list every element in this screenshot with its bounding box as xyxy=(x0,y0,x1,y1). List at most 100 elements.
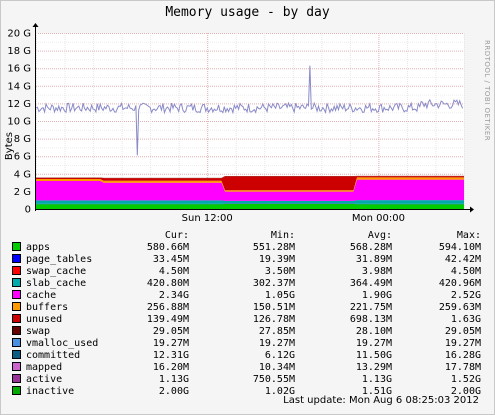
legend-min-value: 750.55M xyxy=(252,374,295,385)
legend-max-value: 19.27M xyxy=(444,338,481,349)
area-unused xyxy=(36,176,464,191)
legend-max-value: 2.52G xyxy=(450,290,481,301)
x-tick-label: Mon 00:00 xyxy=(352,213,405,224)
legend-max-value: 42.42M xyxy=(444,254,481,265)
area-slab-cache xyxy=(36,200,464,204)
legend-avg-value: 13.29M xyxy=(355,362,392,373)
legend-avg-value: 3.98M xyxy=(361,266,392,277)
legend-swatch xyxy=(12,314,21,323)
legend-swatch xyxy=(12,386,21,395)
legend-row-unused: unused 139.49M 126.78M 698.13M 1.63G xyxy=(10,314,485,326)
legend-avg-value: 221.75M xyxy=(349,302,392,313)
line-series xyxy=(35,65,464,156)
y-tick-label: 18 G xyxy=(7,46,31,57)
legend-cur-value: 2.00G xyxy=(158,386,189,397)
legend-min-value: 19.39M xyxy=(258,254,295,265)
rrdtool-watermark: RRDTOOL / TOBI OETIKER xyxy=(483,40,491,142)
legend-label: inactive xyxy=(26,386,75,397)
last-update-text: Last update: Mon Aug 6 08:25:03 2012 xyxy=(283,395,479,406)
x-tick-labels: Sun 12:00 Mon 00:00 xyxy=(182,213,405,224)
area-apps xyxy=(36,203,464,209)
legend-swatch xyxy=(12,350,21,359)
area-cache xyxy=(36,179,464,201)
x-axis-arrow xyxy=(470,206,474,213)
legend-max-value: 16.28G xyxy=(444,350,481,361)
legend-cur-value: 33.45M xyxy=(152,254,189,265)
legend-min-value: 10.34M xyxy=(258,362,295,373)
chart-title: Memory usage - by day xyxy=(165,5,330,20)
memory-chart: 0 2 G 4 G 6 G 8 G 10 G 12 G 14 G 16 G 18 G 20 G Su… xyxy=(7,23,474,224)
legend-cur-value: 1.13G xyxy=(158,374,189,385)
legend-cur-value: 16.20M xyxy=(152,362,189,373)
legend-cur-value: 256.88M xyxy=(146,302,189,313)
legend-row-swap-cache: swap_cache 4.50M 3.50M 3.98M 4.50M xyxy=(10,266,485,278)
legend-avg-value: 1.90G xyxy=(361,290,392,301)
legend-header-avg: Avg: xyxy=(367,230,392,241)
legend-header: Cur: Min: Avg: Max: xyxy=(10,230,485,242)
legend-swatch xyxy=(12,338,21,347)
legend-label: slab_cache xyxy=(26,278,87,289)
legend-table: Cur: Min: Avg: Max: apps 580.66M 551.28M 56… xyxy=(10,230,485,398)
legend-max-value: 1.52G xyxy=(450,374,481,385)
legend-cur-value: 29.05M xyxy=(152,326,189,337)
legend-row-apps: apps 580.66M 551.28M 568.28M 594.10M xyxy=(10,242,485,254)
axes xyxy=(32,23,474,213)
legend-max-value: 4.50M xyxy=(450,266,481,277)
legend-swatch xyxy=(12,302,21,311)
legend-max-value: 594.10M xyxy=(438,242,481,253)
legend-row-buffers: buffers 256.88M 150.51M 221.75M 259.63M xyxy=(10,302,485,314)
legend-cur-value: 580.66M xyxy=(146,242,189,253)
legend-header-min: Min: xyxy=(270,230,295,241)
legend-cur-value: 139.49M xyxy=(146,314,189,325)
legend-label: mapped xyxy=(26,362,63,373)
legend-header-cur: Cur: xyxy=(164,230,189,241)
legend-avg-value: 11.50G xyxy=(355,350,392,361)
area-buffers xyxy=(36,177,464,192)
legend-min-value: 1.02G xyxy=(264,386,295,397)
legend-swatch xyxy=(12,290,21,299)
legend-row-page-tables: page_tables 33.45M 19.39M 31.89M 42.42M xyxy=(10,254,485,266)
legend-label: vmalloc_used xyxy=(26,338,99,349)
legend-max-value: 2.00G xyxy=(450,386,481,397)
legend-cur-value: 2.34G xyxy=(158,290,189,301)
legend-min-value: 3.50M xyxy=(264,266,295,277)
legend-min-value: 1.05G xyxy=(264,290,295,301)
legend-cur-value: 12.31G xyxy=(152,350,189,361)
legend-row-committed: committed 12.31G 6.12G 11.50G 16.28G xyxy=(10,350,485,362)
legend-cur-value: 4.50M xyxy=(158,266,189,277)
legend-cur-value: 19.27M xyxy=(152,338,189,349)
y-tick-label: 0 xyxy=(25,205,31,216)
legend-label: committed xyxy=(26,350,81,361)
legend-avg-value: 568.28M xyxy=(349,242,392,253)
legend-min-value: 126.78M xyxy=(252,314,295,325)
legend-min-value: 27.85M xyxy=(258,326,295,337)
y-tick-label: 6 G xyxy=(14,152,31,163)
y-tick-label: 8 G xyxy=(14,134,31,145)
line-committed xyxy=(35,65,464,156)
legend-row-slab-cache: slab_cache 420.80M 302.37M 364.49M 420.96M xyxy=(10,278,485,290)
stacked-areas xyxy=(36,175,464,209)
legend-swatch xyxy=(12,374,21,383)
legend-label: page_tables xyxy=(26,254,93,265)
y-tick-label: 10 G xyxy=(7,117,31,128)
legend-avg-value: 1.13G xyxy=(361,374,392,385)
legend-label: active xyxy=(26,374,63,385)
legend-row-active: active 1.13G 750.55M 1.13G 1.52G xyxy=(10,374,485,386)
legend-row-swap: swap 29.05M 27.85M 28.10M 29.05M xyxy=(10,326,485,338)
legend-max-value: 17.78M xyxy=(444,362,481,373)
legend-avg-value: 31.89M xyxy=(355,254,392,265)
legend-row-inactive: inactive 2.00G 1.02G 1.51G 2.00G xyxy=(10,386,485,398)
y-tick-label: 14 G xyxy=(7,81,31,92)
legend-row-cache: cache 2.34G 1.05G 1.90G 2.52G xyxy=(10,290,485,302)
legend-min-value: 19.27M xyxy=(258,338,295,349)
legend-avg-value: 28.10M xyxy=(355,326,392,337)
legend-swatch xyxy=(12,242,21,251)
y-tick-label: 16 G xyxy=(7,64,31,75)
legend-max-value: 29.05M xyxy=(444,326,481,337)
legend-row-vmalloc-used: vmalloc_used 19.27M 19.27M 19.27M 19.27M xyxy=(10,338,485,350)
legend-label: swap xyxy=(26,326,51,337)
legend-max-value: 259.63M xyxy=(438,302,481,313)
legend-header-max: Max: xyxy=(456,230,481,241)
legend-avg-value: 19.27M xyxy=(355,338,392,349)
legend-swatch xyxy=(12,362,21,371)
